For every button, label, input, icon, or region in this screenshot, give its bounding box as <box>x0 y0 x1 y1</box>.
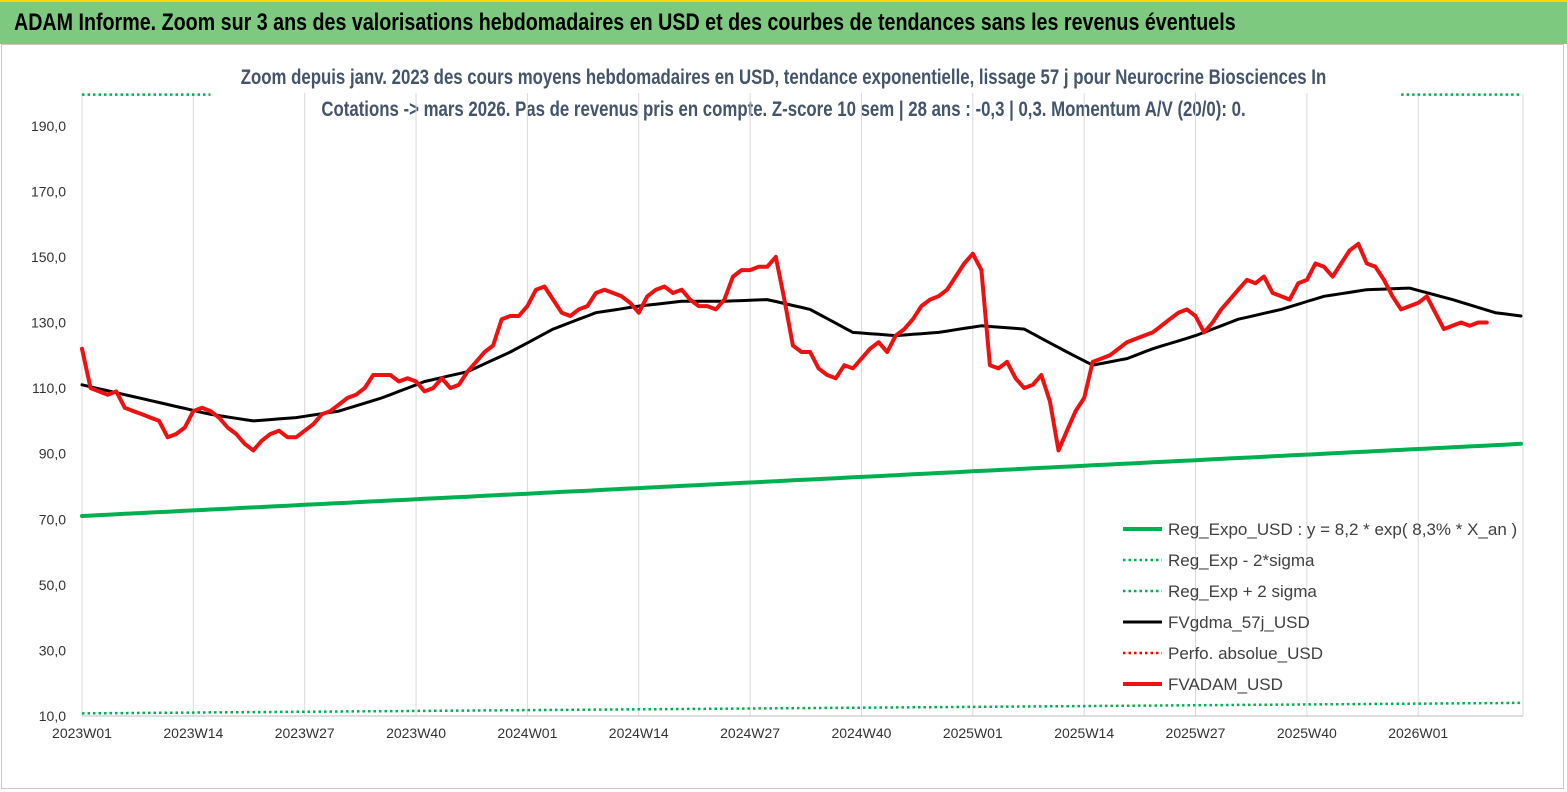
y-tick-label: 170,0 <box>31 183 66 199</box>
legend-fvadam-label: FVADAM_USD <box>1168 675 1283 694</box>
y-tick-label: 130,0 <box>31 315 66 331</box>
y-tick-label: 190,0 <box>31 118 66 134</box>
chart-frame <box>1 44 1564 789</box>
x-tick-label: 2024W14 <box>609 725 669 741</box>
y-tick-label: 50,0 <box>39 577 66 593</box>
banner-title: ADAM Informe. Zoom sur 3 ans des valoris… <box>14 9 1236 36</box>
report-banner: ADAM Informe. Zoom sur 3 ans des valoris… <box>0 0 1567 44</box>
y-tick-label: 90,0 <box>39 446 66 462</box>
fvgdma-57j-line <box>80 286 1523 423</box>
x-tick-label: 2025W27 <box>1166 725 1226 741</box>
reg-expo-line <box>80 441 1523 518</box>
y-tick-label: 30,0 <box>39 642 66 658</box>
x-tick-label: 2024W01 <box>497 725 557 741</box>
x-tick-label: 2025W14 <box>1054 725 1114 741</box>
chart-title: Zoom depuis janv. 2023 des cours moyens … <box>240 66 1327 89</box>
y-tick-label: 10,0 <box>39 708 66 724</box>
x-tick-label: 2023W40 <box>386 725 446 741</box>
y-tick-label: 110,0 <box>32 380 66 396</box>
y-tick-label: 150,0 <box>31 249 66 265</box>
x-tick-label: 2026W01 <box>1388 725 1448 741</box>
x-tick-label: 2023W27 <box>275 725 335 741</box>
legend-reg-expo-label: Reg_Expo_USD : y = 8,2 * exp( 8,3% * X_a… <box>1168 520 1517 539</box>
x-tick-label: 2024W27 <box>720 725 780 741</box>
chart-subtitle: Cotations -> mars 2026. Pas de revenus p… <box>321 98 1246 121</box>
y-tick-label: 70,0 <box>39 511 66 527</box>
x-tick-label: 2025W40 <box>1277 725 1337 741</box>
x-tick-label: 2023W01 <box>52 725 112 741</box>
x-tick-label: 2025W01 <box>943 725 1003 741</box>
x-tick-label: 2023W14 <box>163 725 223 741</box>
legend-perfo-label: Perfo. absolue_USD <box>1168 644 1323 663</box>
fvadam-line <box>80 241 1489 453</box>
reg-exp-minus-2sigma-line <box>81 701 1521 715</box>
legend-fvgdma-label: FVgdma_57j_USD <box>1168 613 1310 632</box>
legend-reg-exp-minus-label: Reg_Exp - 2*sigma <box>1168 551 1315 570</box>
legend-reg-exp-plus-label: Reg_Exp + 2 sigma <box>1168 582 1317 601</box>
x-tick-label: 2024W40 <box>831 725 891 741</box>
